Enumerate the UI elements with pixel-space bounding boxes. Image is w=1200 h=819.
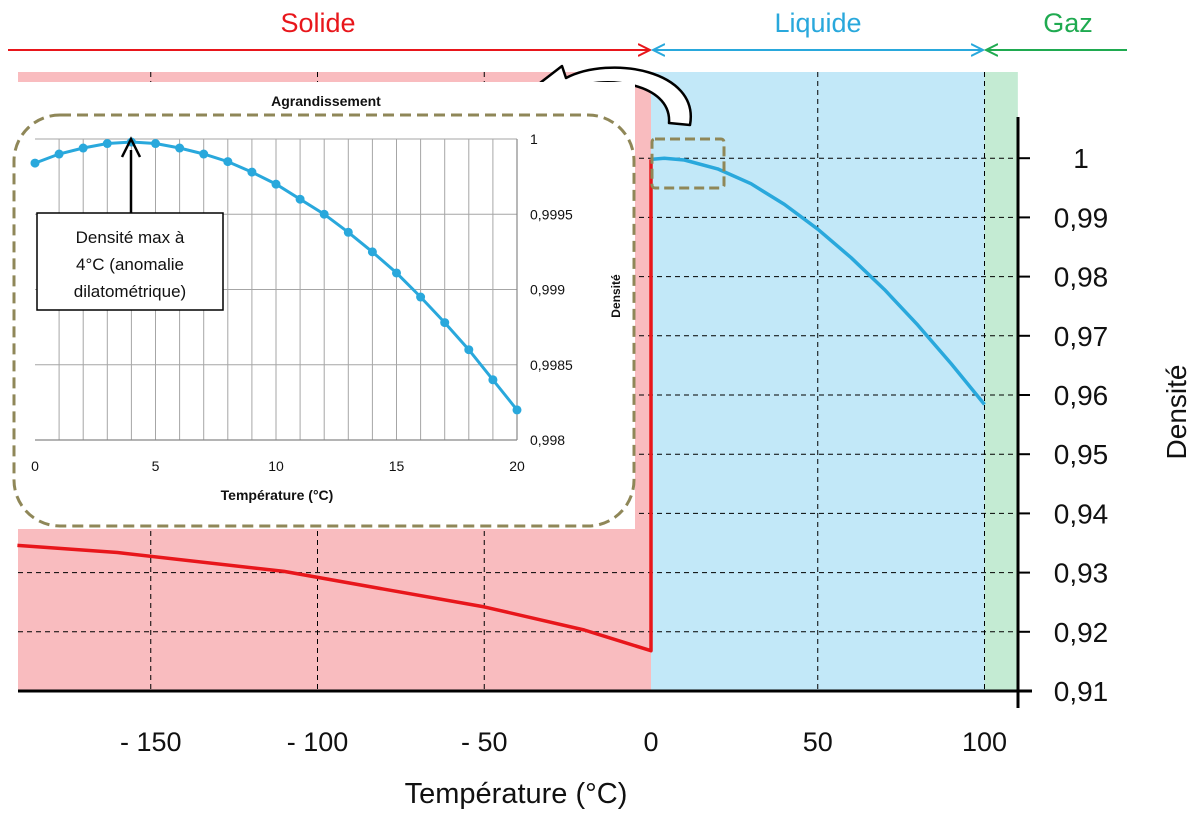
inset-x-axis-label: Température (°C)	[221, 487, 334, 503]
annotation-line-2: 4°C (anomalie	[76, 255, 184, 274]
phase-label-liquide: Liquide	[774, 8, 861, 38]
inset-data-point	[488, 375, 498, 385]
inset-data-point	[512, 405, 522, 415]
inset-panel: Agrandissement 0 5 10 15 20 0,998 0,9985 0,999 0…	[5, 82, 636, 529]
inset-data-point	[102, 139, 112, 149]
phase-label-solide: Solide	[280, 8, 355, 38]
inset-data-point	[78, 143, 88, 153]
zoom-region-box	[650, 137, 726, 190]
x-tick-label: - 150	[120, 727, 182, 757]
inset-y-tick-label: 0,998	[530, 432, 565, 448]
y-tick-label: 0,94	[1054, 498, 1109, 529]
y-tick-label: 0,97	[1054, 321, 1109, 352]
y-tick-label: 0,99	[1054, 202, 1109, 233]
inset-data-point	[151, 139, 160, 149]
y-tick-label: 0,96	[1054, 380, 1109, 411]
y-tick-label: 1	[1073, 143, 1089, 174]
inset-x-tick-label: 15	[389, 458, 405, 474]
inset-title: Agrandissement	[271, 93, 381, 109]
inset-x-tick-label: 10	[268, 458, 284, 474]
annotation-arrowhead	[120, 136, 142, 158]
y-tick-label: 0,95	[1054, 439, 1109, 470]
phase-background-gaz	[984, 72, 1018, 691]
inset-y-tick-label: 0,9985	[530, 357, 573, 373]
inset-y-tick-label: 1	[530, 131, 538, 147]
inset-x-tick-label: 0	[31, 458, 39, 474]
inset-data-point	[416, 292, 426, 302]
inset-data-point	[271, 179, 281, 189]
inset-y-tick-label: 0,999	[530, 282, 565, 298]
series-line-liquide	[650, 156, 986, 406]
inset-data-point	[343, 227, 353, 237]
x-axis-label: Température (°C)	[405, 778, 628, 810]
y-tick-label: 0,98	[1054, 262, 1109, 293]
inset-data-point	[464, 345, 474, 355]
annotation-line-3: dilatométrique)	[74, 282, 186, 301]
inset-data-point	[295, 194, 305, 204]
annotation-line-1: Densité max à	[76, 228, 185, 247]
inset-x-tick-label: 20	[509, 458, 525, 474]
inset-data-point	[367, 247, 377, 257]
zoom-curved-arrow	[525, 64, 692, 127]
x-tick-label: 0	[643, 727, 658, 757]
y-tick-label: 0,91	[1054, 676, 1109, 707]
inset-data-point	[223, 157, 233, 167]
inset-data-point	[54, 149, 64, 159]
inset-y-axis-label: Densité	[609, 274, 623, 318]
inset-data-point	[30, 158, 40, 168]
y-axis-label: Densité	[1161, 365, 1192, 460]
phase-label-gaz: Gaz	[1043, 8, 1093, 38]
x-tick-label: - 100	[287, 727, 349, 757]
inset-data-point	[175, 143, 185, 153]
inset-data-point	[319, 209, 329, 219]
inset-data-point	[199, 149, 209, 159]
inset-data-point	[392, 268, 401, 278]
inset-y-tick-label: 0,9995	[530, 206, 573, 222]
inset-dashed-border	[12, 113, 636, 528]
inset-data-point	[247, 167, 257, 177]
inset-data-point	[440, 318, 450, 328]
x-tick-label: - 50	[461, 727, 508, 757]
series-line-solide	[17, 159, 653, 653]
x-tick-label: 100	[962, 727, 1007, 757]
annotation-box	[36, 212, 224, 311]
y-tick-label: 0,93	[1054, 558, 1109, 589]
y-tick-label: 0,92	[1054, 617, 1109, 648]
inset-x-tick-label: 5	[152, 458, 160, 474]
x-tick-label: 50	[803, 727, 833, 757]
